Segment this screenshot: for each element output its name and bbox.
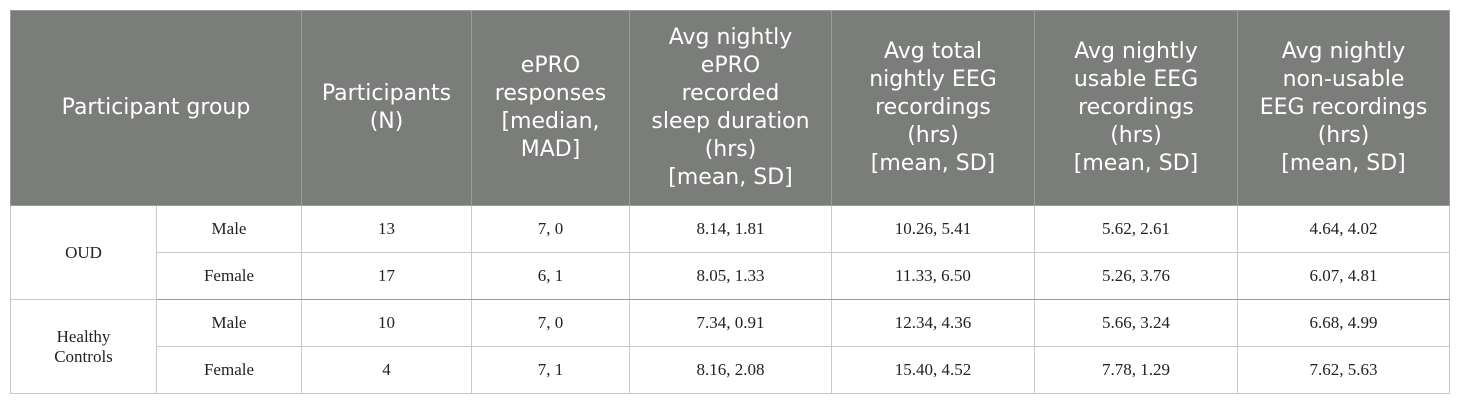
text-line: OUD bbox=[65, 242, 102, 262]
nonusable-eeg-cell: 6.07, 4.81 bbox=[1237, 252, 1450, 300]
text-line: recorded bbox=[681, 81, 780, 106]
sex-cell: Female bbox=[156, 346, 302, 394]
epro-cell: 7, 0 bbox=[471, 205, 630, 253]
table-row: Healthy Controls Male 10 7, 0 7.34, 0.91 … bbox=[10, 299, 1450, 394]
table-row: OUD Male 13 7, 0 8.14, 1.81 10.26, 5.41 … bbox=[10, 205, 1450, 300]
total-eeg-cell: 12.34, 4.36 bbox=[831, 299, 1035, 347]
group-name-oud: OUD bbox=[10, 205, 157, 300]
text-line: nightly EEG bbox=[869, 67, 997, 92]
text-line: Controls bbox=[54, 346, 113, 366]
duration-cell: 7.34, 0.91 bbox=[629, 299, 832, 347]
table-row: Female 17 6, 1 8.05, 1.33 11.33, 6.50 5.… bbox=[11, 252, 1450, 300]
text-line: (hrs) bbox=[1317, 123, 1370, 148]
n-cell: 13 bbox=[301, 205, 472, 253]
header-epro-sleep-duration: Avg nightly ePRO recorded sleep duration (hr… bbox=[629, 10, 832, 206]
duration-cell: 8.16, 2.08 bbox=[629, 346, 832, 394]
usable-eeg-cell: 5.66, 3.24 bbox=[1034, 299, 1238, 347]
nonusable-eeg-cell: 6.68, 4.99 bbox=[1237, 299, 1450, 347]
table-row: Female 4 7, 1 8.16, 2.08 15.40, 4.52 7.7… bbox=[11, 346, 1450, 394]
epro-cell: 6, 1 bbox=[471, 252, 630, 300]
n-cell: 4 bbox=[301, 346, 472, 394]
epro-cell: 7, 1 bbox=[471, 346, 630, 394]
header-participant-group: Participant group bbox=[10, 10, 302, 206]
nonusable-eeg-cell: 7.62, 5.63 bbox=[1237, 346, 1450, 394]
text-line: EEG recordings bbox=[1259, 95, 1428, 120]
text-line: recordings bbox=[1078, 95, 1194, 120]
group-name-healthy-controls: Healthy Controls bbox=[10, 299, 157, 394]
text-line: Healthy bbox=[56, 326, 111, 346]
text-line: (hrs) bbox=[1110, 123, 1162, 148]
total-eeg-cell: 15.40, 4.52 bbox=[831, 346, 1035, 394]
header-participants: Participants (N) bbox=[301, 10, 472, 206]
participant-summary-table: Participant group Participants (N) ePRO re… bbox=[10, 10, 1450, 394]
text-line: non-usable bbox=[1282, 67, 1405, 92]
sex-cell: Female bbox=[156, 252, 302, 300]
text-line: [mean, SD] bbox=[668, 165, 793, 190]
epro-cell: 7, 0 bbox=[471, 299, 630, 347]
text-line: Avg nightly bbox=[1281, 39, 1406, 64]
text-line: (hrs) bbox=[907, 123, 959, 148]
n-cell: 10 bbox=[301, 299, 472, 347]
text-line: Participants bbox=[321, 81, 452, 106]
header-epro-responses: ePRO responses [median, MAD] bbox=[471, 10, 630, 206]
text-line: responses bbox=[494, 81, 607, 106]
text-line: MAD] bbox=[520, 137, 581, 162]
usable-eeg-cell: 7.78, 1.29 bbox=[1034, 346, 1238, 394]
total-eeg-cell: 11.33, 6.50 bbox=[831, 252, 1035, 300]
text-line: ePRO bbox=[520, 53, 581, 78]
text-line: sleep duration bbox=[651, 109, 810, 134]
sex-cell: Male bbox=[156, 205, 302, 253]
sex-cell: Male bbox=[156, 299, 302, 347]
text-line: [mean, SD] bbox=[1281, 151, 1406, 176]
header-total-eeg: Avg total nightly EEG recordings (hrs) [mean… bbox=[831, 10, 1035, 206]
usable-eeg-cell: 5.62, 2.61 bbox=[1034, 205, 1238, 253]
text-line: recordings bbox=[875, 95, 991, 120]
text-line: ePRO bbox=[700, 53, 761, 78]
header-nonusable-eeg: Avg nightly non-usable EEG recordings (hrs)… bbox=[1237, 10, 1450, 206]
text-line: usable EEG bbox=[1073, 67, 1199, 92]
n-cell: 17 bbox=[301, 252, 472, 300]
text-line: Avg nightly bbox=[668, 25, 793, 50]
duration-cell: 8.14, 1.81 bbox=[629, 205, 832, 253]
duration-cell: 8.05, 1.33 bbox=[629, 252, 832, 300]
header-row: Participant group Participants (N) ePRO re… bbox=[10, 10, 1450, 206]
text-line: Avg total bbox=[883, 39, 983, 64]
text-line: [median, bbox=[501, 109, 600, 134]
text-line: [mean, SD] bbox=[1073, 151, 1199, 176]
text-line: (N) bbox=[369, 109, 404, 134]
text-line: [mean, SD] bbox=[870, 151, 996, 176]
nonusable-eeg-cell: 4.64, 4.02 bbox=[1237, 205, 1450, 253]
usable-eeg-cell: 5.26, 3.76 bbox=[1034, 252, 1238, 300]
header-usable-eeg: Avg nightly usable EEG recordings (hrs) [mea… bbox=[1034, 10, 1238, 206]
total-eeg-cell: 10.26, 5.41 bbox=[831, 205, 1035, 253]
text-line: (hrs) bbox=[704, 137, 757, 162]
text-line: Avg nightly bbox=[1074, 39, 1198, 64]
